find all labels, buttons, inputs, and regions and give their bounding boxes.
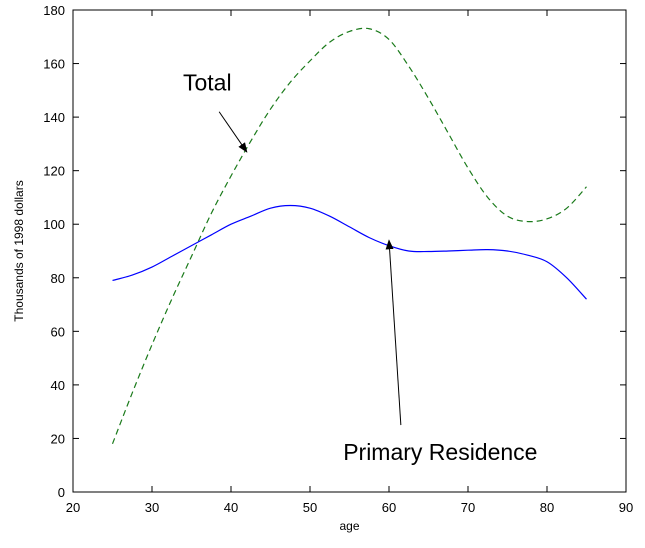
primary-residence-line [112, 204, 587, 300]
x-tick-label: 40 [224, 500, 238, 515]
total-line [111, 27, 587, 445]
plot-frame [72, 9, 627, 493]
y-tick-label: 160 [43, 57, 65, 72]
total-annotation-arrow [218, 111, 248, 153]
series-group [111, 27, 587, 445]
x-tick-label: 50 [303, 500, 317, 515]
primary-residence-annotation-arrow [385, 239, 402, 426]
x-tick-label: 30 [145, 500, 159, 515]
y-tick-label: 0 [58, 485, 65, 500]
x-tick-label: 20 [66, 500, 80, 515]
y-tick-label: 120 [43, 164, 65, 179]
y-tick-label: 80 [51, 271, 65, 286]
x-tick-label: 70 [461, 500, 475, 515]
y-tick-label: 40 [51, 378, 65, 393]
x-tick-label: 80 [540, 500, 554, 515]
annotation-group: Total Primary Residence [183, 69, 537, 465]
x-tick-label: 90 [619, 500, 633, 515]
y-tick-label: 140 [43, 110, 65, 125]
y-axis-label: Thousands of 1998 dollars [12, 180, 26, 321]
y-tick-label: 180 [43, 3, 65, 18]
total-annotation-label: Total [183, 69, 232, 95]
primary-residence-annotation-label: Primary Residence [343, 439, 537, 465]
x-tick-label: 60 [382, 500, 396, 515]
y-tick-label: 20 [51, 431, 65, 446]
y-tick-label: 60 [51, 324, 65, 339]
y-tick-label: 100 [43, 217, 65, 232]
x-axis-label: age [339, 519, 359, 533]
